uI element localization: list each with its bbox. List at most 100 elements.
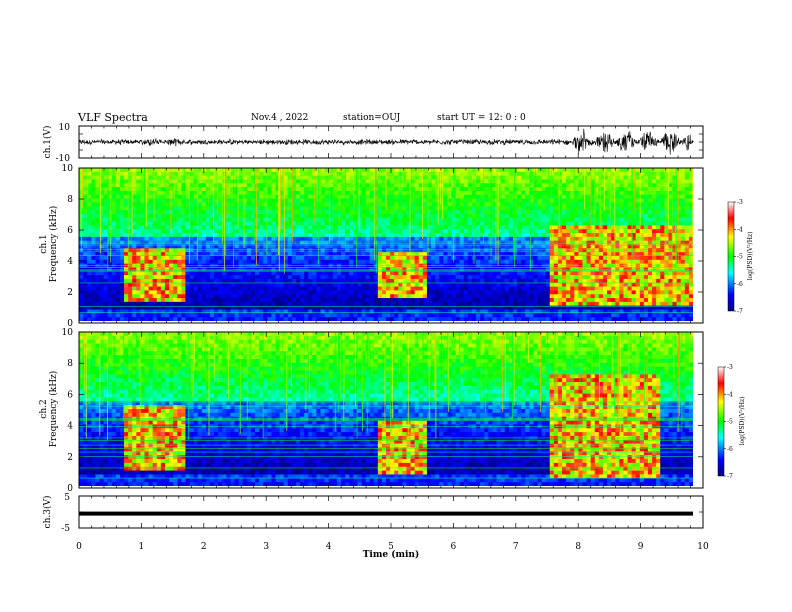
spectrogram-cell xyxy=(545,175,551,180)
spectrogram-cell xyxy=(467,263,473,268)
spectrogram-cell xyxy=(512,275,518,280)
spectrogram-cell xyxy=(455,290,461,295)
spectrogram-cell xyxy=(128,290,133,295)
spectrogram-cell xyxy=(115,213,121,219)
spectrogram-cell xyxy=(541,225,547,230)
spectrogram-cell xyxy=(279,233,285,238)
spectrogram-cell xyxy=(95,168,100,173)
spectrogram-cell xyxy=(226,317,231,321)
spectrogram-cell xyxy=(246,171,252,177)
spectrogram-cell xyxy=(328,252,334,257)
spectrogram-cell xyxy=(340,313,346,318)
spectrogram-cell xyxy=(99,240,104,245)
spectrogram-cell xyxy=(410,244,416,249)
spectrogram-cell xyxy=(164,225,170,230)
spectrogram-cell xyxy=(156,301,162,307)
spectrogram-cell xyxy=(185,240,190,245)
spectrogram-cell xyxy=(222,271,227,276)
spectrogram-cell xyxy=(119,210,125,215)
spectrogram-cell xyxy=(476,213,481,219)
spectrogram-cell xyxy=(557,221,563,226)
spectrogram-cell xyxy=(99,244,104,249)
spectrogram-cell xyxy=(279,236,285,242)
spectrogram-cell xyxy=(533,301,538,307)
spectrogram-cell xyxy=(328,194,334,200)
spectrogram-cell xyxy=(107,198,113,203)
spectrogram-cell xyxy=(148,278,154,284)
spectrogram-cell xyxy=(377,168,383,173)
spectrogram-cell xyxy=(259,194,264,200)
spectrogram-cell xyxy=(144,286,149,291)
spectrogram-cell xyxy=(99,301,104,307)
spectrogram-cell xyxy=(467,175,473,180)
spectrogram-cell xyxy=(115,255,121,261)
spectrogram-cell xyxy=(508,282,514,287)
spectrogram-cell xyxy=(377,183,383,188)
spectrogram-cell xyxy=(91,301,96,307)
spectrogram-cell xyxy=(549,221,555,226)
spectrogram-cell xyxy=(439,236,444,242)
spectrogram-cell xyxy=(304,309,309,314)
spectrogram-cell xyxy=(500,275,506,280)
spectrogram-cell xyxy=(128,187,133,192)
spectrogram-cell xyxy=(316,267,321,272)
spectrogram-cell xyxy=(492,175,497,180)
spectrogram-cell xyxy=(128,263,133,268)
spectrogram-cell xyxy=(115,313,121,318)
spectrogram-cell xyxy=(209,255,215,261)
spectrogram-cell xyxy=(570,171,575,177)
spectrogram-cell xyxy=(214,210,219,215)
spectrogram-cell xyxy=(410,225,416,230)
spectrogram-cell xyxy=(234,301,240,307)
spectrogram-cell xyxy=(119,198,125,203)
spectrogram-cell xyxy=(271,267,276,272)
spectrogram-cell xyxy=(263,206,268,211)
spectrogram-cell xyxy=(124,252,129,257)
spectrogram-cell xyxy=(79,171,84,177)
spectrogram-cell xyxy=(308,183,313,188)
spectrogram-cell xyxy=(111,240,117,245)
spectrogram-cell xyxy=(144,290,149,295)
spectrogram-cell xyxy=(418,183,424,188)
spectrogram-cell xyxy=(488,179,493,184)
spectrogram-cell xyxy=(570,259,575,265)
spectrogram-cell xyxy=(394,252,399,257)
spectrogram-cell xyxy=(357,213,362,219)
spectrogram-cell xyxy=(566,278,571,284)
spectrogram-cell xyxy=(300,240,305,245)
spectrogram-cell xyxy=(79,275,84,280)
spectrogram-cell xyxy=(504,240,510,245)
spectrogram-cell xyxy=(508,221,514,226)
spectrogram-cell xyxy=(91,244,96,249)
spectrogram-cell xyxy=(295,317,301,321)
spectrogram-cell xyxy=(295,244,301,249)
spectrogram-cell xyxy=(205,271,211,276)
spectrogram-cell xyxy=(320,221,325,226)
spectrogram-cell xyxy=(426,168,432,173)
spectrogram-cell xyxy=(111,225,117,230)
spectrogram-cell xyxy=(95,309,100,314)
spectrogram-cell xyxy=(508,229,514,234)
spectrogram-cell xyxy=(410,190,416,196)
spectrogram-cell xyxy=(488,183,493,188)
spectrogram-cell xyxy=(246,278,252,284)
spectrogram-cell xyxy=(230,179,235,184)
spectrogram-cell xyxy=(304,168,309,173)
spectrogram-cell xyxy=(115,175,121,180)
spectrogram-cell xyxy=(214,317,219,321)
spectrogram-cell xyxy=(193,290,199,295)
spectrogram-cell xyxy=(136,236,141,242)
spectrogram-cell xyxy=(459,194,465,200)
spectrogram-cell xyxy=(173,301,178,307)
spectrogram-cell xyxy=(156,282,162,287)
spectrogram-cell xyxy=(177,213,182,219)
spectrogram-cell xyxy=(369,244,375,249)
spectrogram-cell xyxy=(402,294,407,299)
spectrogram-cell xyxy=(386,317,391,321)
spectrogram-cell xyxy=(459,290,465,295)
spectrogram-cell xyxy=(529,179,534,184)
spectrogram-cell xyxy=(209,263,215,268)
spectrogram-cell xyxy=(504,255,510,261)
spectrogram-cell xyxy=(414,229,420,234)
spectrogram-cell xyxy=(426,171,432,177)
